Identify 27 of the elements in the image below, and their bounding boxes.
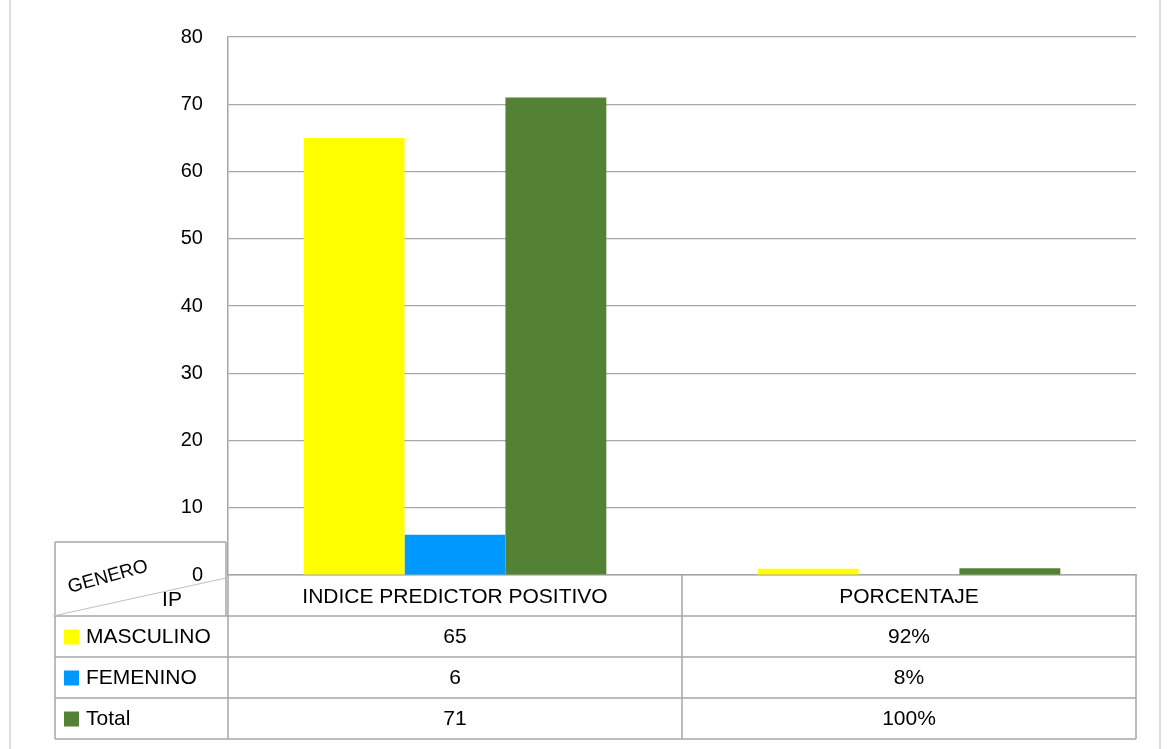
bar — [505, 97, 607, 575]
legend-title: GENERO — [65, 554, 151, 597]
y-tick-label: 40 — [180, 293, 203, 316]
bar — [757, 568, 859, 575]
x-tick-label: INDICE PREDICTOR POSITIVO — [302, 584, 608, 608]
bar — [959, 568, 1061, 575]
y-tick-label: 70 — [180, 91, 203, 114]
y-tick-label: 30 — [180, 360, 203, 383]
y-tick-label: 50 — [180, 226, 203, 249]
data-label: 6 — [449, 665, 461, 689]
x-axis-title: IP — [162, 586, 182, 610]
legend-label: FEMENINO — [86, 665, 197, 689]
legend-label: MASCULINO — [86, 624, 211, 648]
legend-label: Total — [86, 706, 131, 730]
data-label: 71 — [443, 706, 467, 730]
y-tick-label: 0 — [191, 562, 203, 585]
data-label: 65 — [443, 624, 467, 648]
data-label: 8% — [893, 665, 925, 689]
bar — [404, 534, 506, 575]
data-label: 100% — [882, 706, 936, 730]
y-tick-label: 80 — [180, 24, 203, 47]
bar — [303, 137, 405, 575]
y-tick-label: 20 — [180, 428, 203, 451]
x-tick-label: PORCENTAJE — [839, 584, 979, 608]
y-tick-label: 60 — [180, 159, 203, 182]
data-label: 92% — [887, 624, 931, 648]
y-tick-label: 10 — [180, 495, 203, 518]
